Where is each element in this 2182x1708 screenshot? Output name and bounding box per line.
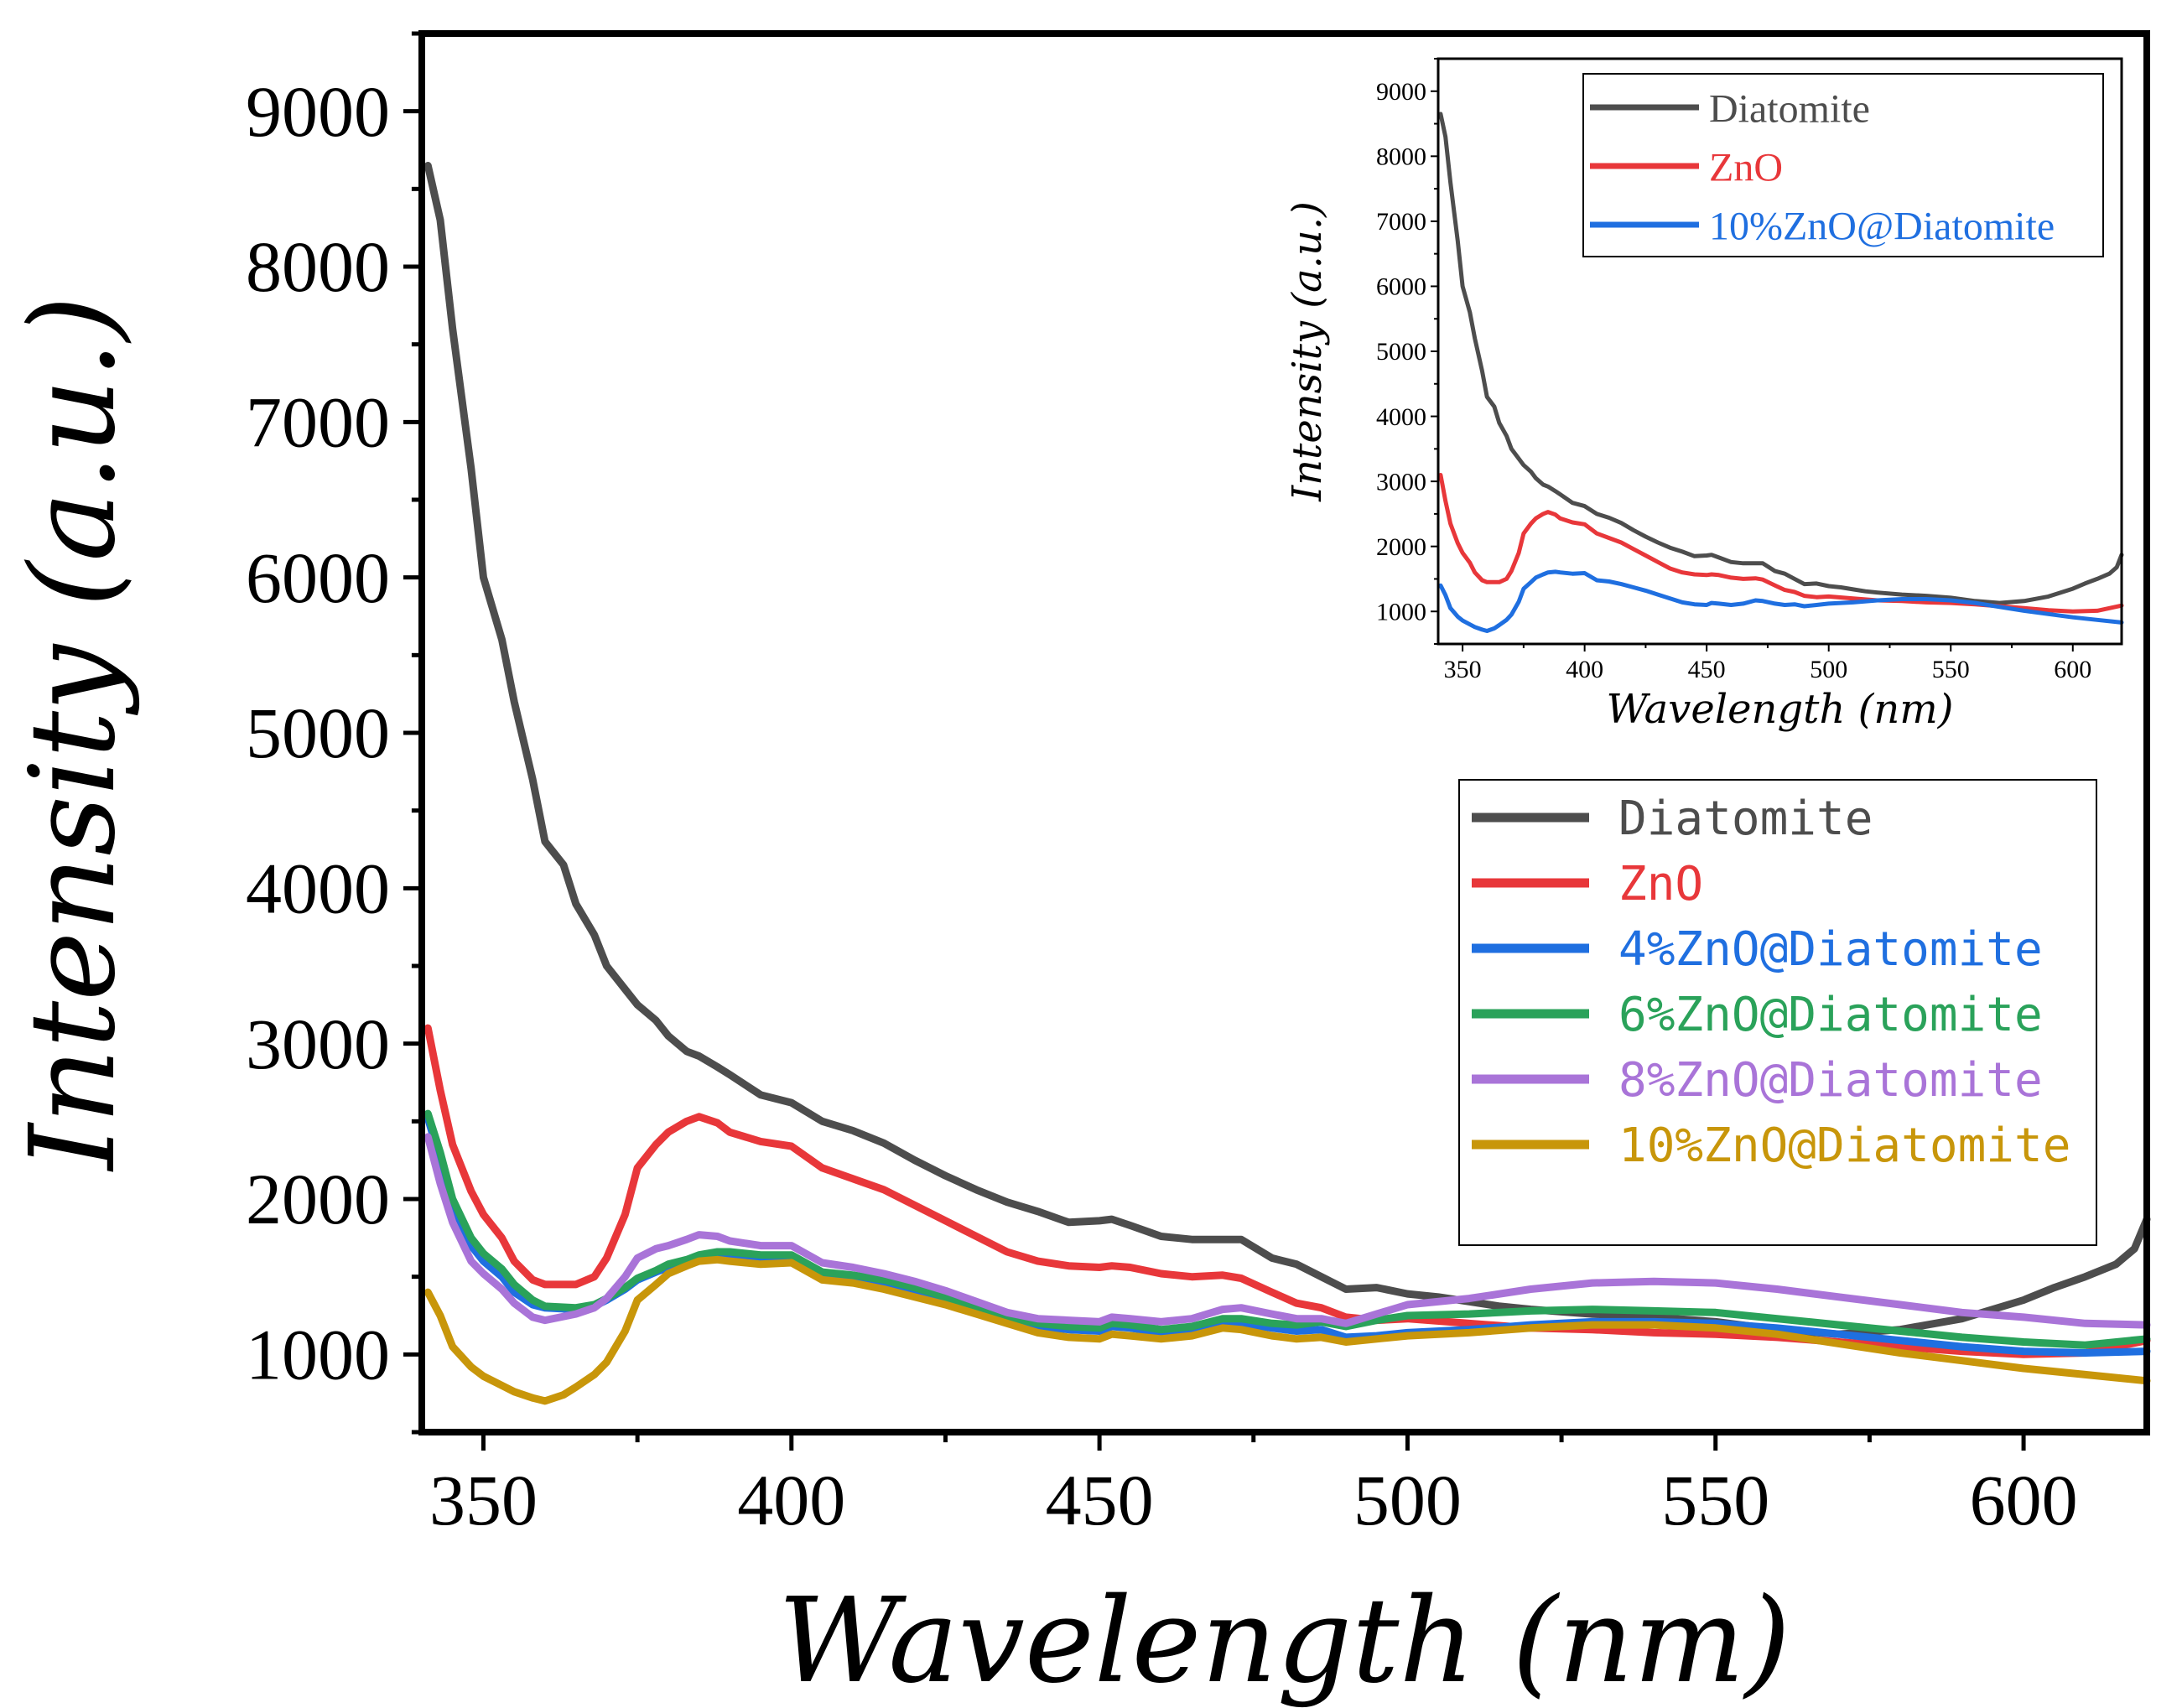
y-tick-label: 5000 [1376,338,1426,366]
legend-label-zno: ZnO [1618,857,1703,911]
x-axis-title: Wavelength (nm) [1606,686,1953,733]
x-axis-title: Wavelength (nm) [778,1573,1791,1708]
series-line-6pctzno-at-diatomite [423,1109,2151,1349]
main-chart: 350 400 450 500 550 600 1000 2000 3000 4000 5000 60… [5,30,2151,1708]
y-tick-label: 3000 [246,1004,390,1084]
y-tick-label: 4000 [246,849,390,929]
series-line-10pctzno-at-diatomite [423,1255,2151,1405]
y-tick-label: 7000 [246,382,390,463]
y-tick-label: 1000 [1376,598,1426,626]
x-tick-label: 450 [1046,1460,1154,1540]
legend-label-diatomite: Diatomite [1618,792,1873,846]
series-group [1438,112,2124,633]
x-tick-label: 400 [737,1460,845,1540]
x-tick-label: 600 [2054,656,2091,683]
x-tick-label: 350 [429,1460,538,1540]
y-tick-label: 5000 [246,693,390,773]
x-tick-label: 500 [1810,656,1847,683]
y-tick-label: 9000 [1376,78,1426,106]
legend-label-8pctzno-at-diatomite: 8%ZnO@Diatomite [1618,1053,2043,1108]
legend: Diatomite ZnO 4%ZnO@Diatomite 6%ZnO@Diatomi… [1458,779,2097,1246]
legend-label-6pctzno-at-diatomite: 6%ZnO@Diatomite [1618,988,2043,1042]
x-tick-label: 450 [1688,656,1726,683]
x-tick-label: 550 [1661,1460,1769,1540]
inset-chart: 350 400 450 500 550 600 1000 2000 3000 4000 5000 60… [1284,57,2124,733]
series-line-zno [423,1024,2151,1358]
y-tick-label: 6000 [1376,273,1426,301]
legend-label-4pctzno-at-diatomite: 4%ZnO@Diatomite [1618,922,2043,977]
y-tick-label: 8000 [1376,143,1426,171]
y-tick-label: 3000 [1376,468,1426,496]
y-tick-label: 4000 [1376,403,1426,431]
y-tick-label: 6000 [246,537,390,618]
series-line-diatomite [1438,112,2124,605]
x-tick-label: 600 [1970,1460,2078,1540]
y-tick-label: 9000 [246,71,390,152]
x-tick-label: 550 [1932,656,1970,683]
legend-label-10pctzno-at-diatomite: 10%ZnO@Diatomite [1618,1119,2070,1173]
x-tick-label: 500 [1353,1460,1462,1540]
x-tick-label: 400 [1566,656,1603,683]
y-tick-label: 7000 [1376,208,1426,236]
legend-label-diatomite: Diatomite [1709,86,1870,131]
series-group [423,162,2151,1405]
legend: Diatomite ZnO 10%ZnO@Diatomite [1582,73,2104,257]
legend-label-10pctzno-at-diatomite: 10%ZnO@Diatomite [1709,204,2055,248]
legend-label-zno: ZnO [1709,145,1783,189]
y-axis-title: Intensity (a.u.) [1284,201,1331,502]
y-tick-label: 8000 [246,226,390,307]
series-line-10pctzno-at-diatomite [1438,569,2124,633]
y-axis-title: Intensity (a.u.) [5,295,142,1172]
y-tick-label: 1000 [246,1315,390,1395]
series-line-8pctzno-at-diatomite [423,1133,2151,1329]
x-tick-label: 350 [1444,656,1482,683]
y-tick-label: 2000 [1376,533,1426,561]
y-tick-label: 2000 [246,1159,390,1239]
